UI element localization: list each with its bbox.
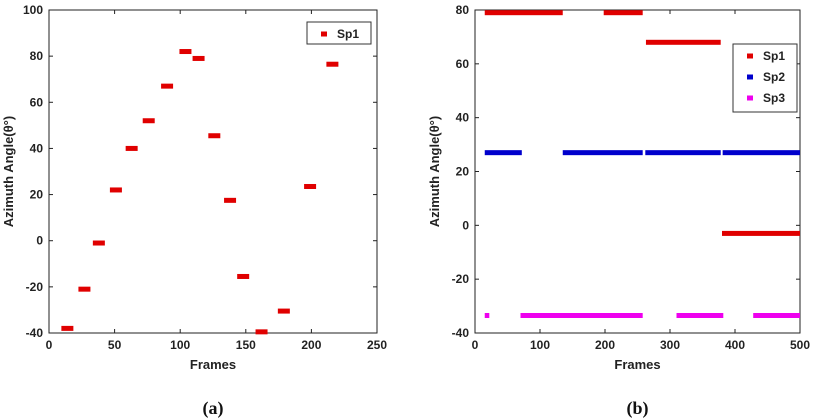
series-segment (484, 150, 522, 156)
series-segment (645, 39, 721, 45)
y-tick-label: 80 (30, 49, 44, 63)
y-axis-label: Azimuth Angle(θ°) (427, 116, 442, 227)
data-point (277, 308, 290, 314)
legend-label: Sp2 (763, 70, 785, 84)
legend-swatch (321, 31, 327, 37)
series-sp1 (61, 49, 339, 335)
data-point (61, 325, 74, 331)
y-tick-label: 20 (30, 188, 44, 202)
plot-area (48, 9, 378, 334)
series-segment (520, 313, 643, 319)
data-point (142, 118, 155, 124)
data-point (125, 145, 138, 151)
series-segment (753, 313, 800, 319)
y-tick-label: 40 (30, 141, 44, 155)
series-segment (676, 313, 724, 319)
series-segment (484, 313, 490, 319)
series-segment (722, 150, 800, 156)
y-tick-label: -20 (26, 280, 44, 294)
x-tick-label: 200 (301, 338, 321, 352)
legend-label: Sp1 (337, 27, 359, 41)
legend: Sp1 (306, 21, 372, 45)
data-point (255, 329, 268, 335)
legend-label: Sp1 (763, 49, 785, 63)
series-sp3 (484, 313, 800, 319)
y-tick-label: -20 (452, 272, 470, 286)
x-tick-label: 250 (367, 338, 387, 352)
panel-caption: (a) (203, 398, 224, 419)
x-tick-label: 400 (725, 338, 745, 352)
data-point (208, 133, 221, 139)
y-tick-label: 100 (23, 3, 43, 17)
x-axis-label: Frames (190, 357, 236, 372)
x-tick-label: 500 (790, 338, 810, 352)
series-segment (484, 10, 563, 16)
y-tick-label: -40 (26, 326, 44, 340)
legend: Sp1 Sp2 Sp3 (732, 43, 798, 113)
series-segment (722, 230, 800, 236)
y-tick-label: 0 (462, 218, 469, 232)
series-sp2 (484, 150, 800, 156)
data-point (237, 273, 250, 279)
y-tick-label: 20 (456, 165, 470, 179)
data-point (326, 61, 339, 67)
data-point (109, 187, 122, 193)
legend-swatch (747, 95, 753, 101)
chart-panel-2: 0 100 200 300 400 500 -40 -20 0 20 40 60 80 Frames Azi… (427, 3, 810, 419)
legend-box (306, 21, 372, 45)
data-point (92, 240, 105, 246)
x-tick-label: 100 (170, 338, 190, 352)
x-tick-label: 0 (472, 338, 479, 352)
legend-label: Sp3 (763, 91, 785, 105)
y-tick-label: 40 (456, 111, 470, 125)
x-tick-label: 50 (108, 338, 122, 352)
x-tick-label: 100 (530, 338, 550, 352)
data-point (224, 197, 237, 203)
chart-panel-1: 0 50 100 150 200 250-40-20020406080100FramesA… (1, 3, 387, 419)
data-point (179, 49, 192, 55)
y-tick-label: -40 (452, 326, 470, 340)
y-axis-label: Azimuth Angle(θ°) (1, 116, 16, 227)
data-point (304, 183, 317, 189)
series-segment (645, 150, 721, 156)
x-tick-label: 300 (660, 338, 680, 352)
panel-caption: (b) (627, 398, 649, 419)
x-axis-label: Frames (614, 357, 660, 372)
x-tick-label: 150 (236, 338, 256, 352)
legend-swatch (747, 74, 753, 80)
series-segment (562, 150, 643, 156)
data-point (78, 286, 91, 292)
data-point (161, 83, 174, 89)
series-sp1 (484, 10, 800, 236)
y-tick-label: 80 (456, 3, 470, 17)
series-segment (603, 10, 643, 16)
y-tick-label: 60 (456, 57, 470, 71)
x-tick-label: 200 (595, 338, 615, 352)
y-tick-label: 0 (36, 234, 43, 248)
x-tick-label: 0 (46, 338, 53, 352)
legend-swatch (747, 53, 753, 59)
y-tick-label: 60 (30, 95, 44, 109)
data-point (192, 55, 205, 61)
legend-box (732, 43, 798, 113)
